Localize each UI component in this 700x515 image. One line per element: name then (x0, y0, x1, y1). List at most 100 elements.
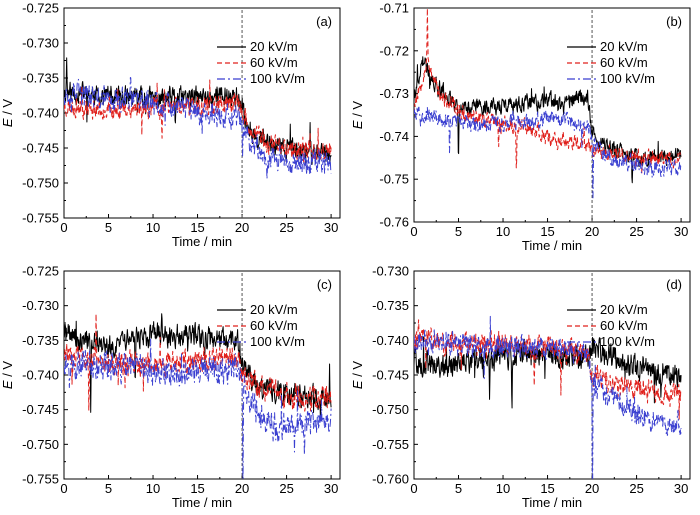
panel-d-y-tick-label: -0.730 (372, 264, 409, 279)
panel-c-legend-label-2: 60 kV/m (250, 318, 298, 333)
panel-b-x-axis-label: Time / min (522, 238, 582, 253)
panel-a-series-line-3 (64, 76, 332, 180)
panel-b-x-tick-label: 5 (455, 224, 462, 239)
panel-d-legend-label-1: 20 kV/m (600, 302, 648, 317)
panel-b-legend-label-2: 60 kV/m (600, 55, 648, 70)
panel-d-legend-label-3: 100 kV/m (600, 334, 655, 349)
panel-d-label: (d) (666, 277, 682, 292)
panel-c-y-axis-label: E / V (0, 361, 15, 390)
panel-b-x-tick-label: 15 (540, 224, 554, 239)
panel-b-y-tick-label: -0.71 (379, 1, 409, 16)
panel-d-x-tick-label: 10 (496, 481, 510, 496)
panel-a-y-tick-label: -0.735 (22, 71, 59, 86)
panel-c-y-tick-label: -0.730 (22, 298, 59, 313)
panel-c-x-tick-label: 10 (146, 481, 160, 496)
panel-d-y-tick-label: -0.735 (372, 298, 409, 313)
panel-b-x-tick-label: 10 (496, 224, 510, 239)
panel-d-series (414, 315, 682, 479)
panel-b-x-tick-label: 25 (629, 224, 643, 239)
panel-c-x-tick-label: 30 (324, 481, 338, 496)
panel-b-y-axis-label: E / V (350, 101, 365, 130)
panel-d-x-tick-label: 20 (585, 481, 599, 496)
panel-b-y-tick-label: -0.76 (379, 215, 409, 230)
panel-d-x-tick-label: 25 (629, 481, 643, 496)
panel-c-y-tick-label: -0.735 (22, 333, 59, 348)
panel-a-x-tick-label: 0 (60, 220, 67, 235)
panel-b-y-ticks: -0.76 -0.75 -0.74 -0.73 -0.72 -0.71 (379, 1, 418, 230)
panel-d-y-axis-unit: / V (350, 361, 365, 381)
panel-c-series-line-3 (64, 338, 332, 479)
panel-a-y-tick-label: -0.740 (22, 106, 59, 121)
panel-a-legend-label-2: 60 kV/m (250, 55, 298, 70)
panel-a-y-tick-label: -0.750 (22, 176, 59, 191)
panel-c-y-tick-label: -0.755 (22, 472, 59, 487)
panel-b-y-axis-symbol: E (350, 120, 365, 129)
panel-a-legend-label-1: 20 kV/m (250, 39, 298, 54)
panel-a-x-tick-label: 5 (105, 220, 112, 235)
panel-a-x-tick-label: 30 (324, 220, 338, 235)
panel-a-x-ticks: 0 5 10 15 20 25 30 (60, 214, 338, 235)
panel-d-y-ticks: -0.760 -0.755 -0.750 -0.745 -0.740 -0.735 -0.7… (372, 264, 418, 487)
panel-d: 0 5 10 15 20 25 30 -0.760-0.755-0.750-0.745-0.… (350, 264, 691, 510)
panel-c-x-axis-label: Time / min (172, 495, 232, 510)
panel-a-series (64, 57, 332, 180)
panel-b-x-tick-label: 30 (674, 224, 688, 239)
panel-c-x-tick-label: 20 (235, 481, 249, 496)
panel-c-y-tick-label: -0.750 (22, 437, 59, 452)
panel-c-label: (c) (317, 277, 332, 292)
panel-d-y-tick-label: -0.750 (372, 402, 409, 417)
panel-d-x-tick-label: 0 (410, 481, 417, 496)
panel-c-x-tick-label: 15 (190, 481, 204, 496)
panel-d-x-tick-label: 30 (674, 481, 688, 496)
panel-d-x-axis-label: Time / min (522, 495, 582, 510)
panel-a-x-axis-label: Time / min (172, 234, 232, 249)
panel-b-y-axis-unit: / V (350, 101, 365, 121)
panel-a-y-ticks: -0.755 -0.750 -0.745 -0.740 -0.735 -0.730 -0.7… (22, 1, 68, 226)
panel-a-y-tick-label: -0.725 (22, 1, 59, 16)
panel-b-series-line-1 (414, 56, 682, 184)
panel-c-y-axis-unit: / V (0, 361, 15, 381)
panel-d-y-axis-label: E / V (350, 361, 365, 390)
panel-d-x-tick-label: 15 (540, 481, 554, 496)
panel-c-y-tick-label: -0.740 (22, 368, 59, 383)
panel-b-x-tick-label: 0 (410, 224, 417, 239)
panel-c: 0 5 10 15 20 25 30 -0.755-0.750-0.745-0.740-0.… (0, 264, 341, 510)
panel-a-x-tick-label: 25 (279, 220, 293, 235)
panel-c-legend-label-3: 100 kV/m (250, 334, 305, 349)
panel-d-x-ticks: 0 5 10 15 20 25 30 (410, 475, 688, 496)
panel-c-y-ticks: -0.755 -0.750 -0.745 -0.740 -0.735 -0.730 -0.7… (22, 264, 68, 487)
panel-b-legend-label-3: 100 kV/m (600, 71, 655, 86)
panel-a-legend-label-3: 100 kV/m (250, 71, 305, 86)
panel-c-series (64, 313, 332, 479)
panel-a-y-tick-label: -0.745 (22, 141, 59, 156)
panel-a-x-tick-label: 15 (190, 220, 204, 235)
panel-a-y-axis-label: E / V (0, 99, 15, 128)
panel-c-series-line-2 (64, 313, 332, 412)
panel-d-y-tick-label: -0.740 (372, 333, 409, 348)
panel-a-x-tick-label: 20 (235, 220, 249, 235)
panel-c-x-tick-label: 25 (279, 481, 293, 496)
panel-a-series-line-2 (64, 79, 332, 164)
panel-b-y-tick-label: -0.74 (379, 129, 409, 144)
panel-c-y-axis-symbol: E (0, 380, 15, 389)
panel-c-legend-label-1: 20 kV/m (250, 302, 298, 317)
panel-b-series-line-2 (414, 8, 682, 174)
panel-a-y-axis-unit: / V (0, 99, 15, 119)
panel-d-y-tick-label: -0.760 (372, 472, 409, 487)
panel-d-y-tick-label: -0.755 (372, 437, 409, 452)
panel-d-y-tick-label: -0.745 (372, 368, 409, 383)
panel-a-y-axis-symbol: E (0, 118, 15, 127)
panel-b-y-tick-label: -0.75 (379, 172, 409, 187)
panel-b-x-tick-label: 20 (585, 224, 599, 239)
panel-a-y-tick-label: -0.730 (22, 36, 59, 51)
panel-c-x-tick-label: 0 (60, 481, 67, 496)
panel-c-y-tick-label: -0.725 (22, 264, 59, 279)
panel-c-x-tick-label: 5 (105, 481, 112, 496)
panel-b-series (414, 8, 682, 199)
panel-d-x-tick-label: 5 (455, 481, 462, 496)
